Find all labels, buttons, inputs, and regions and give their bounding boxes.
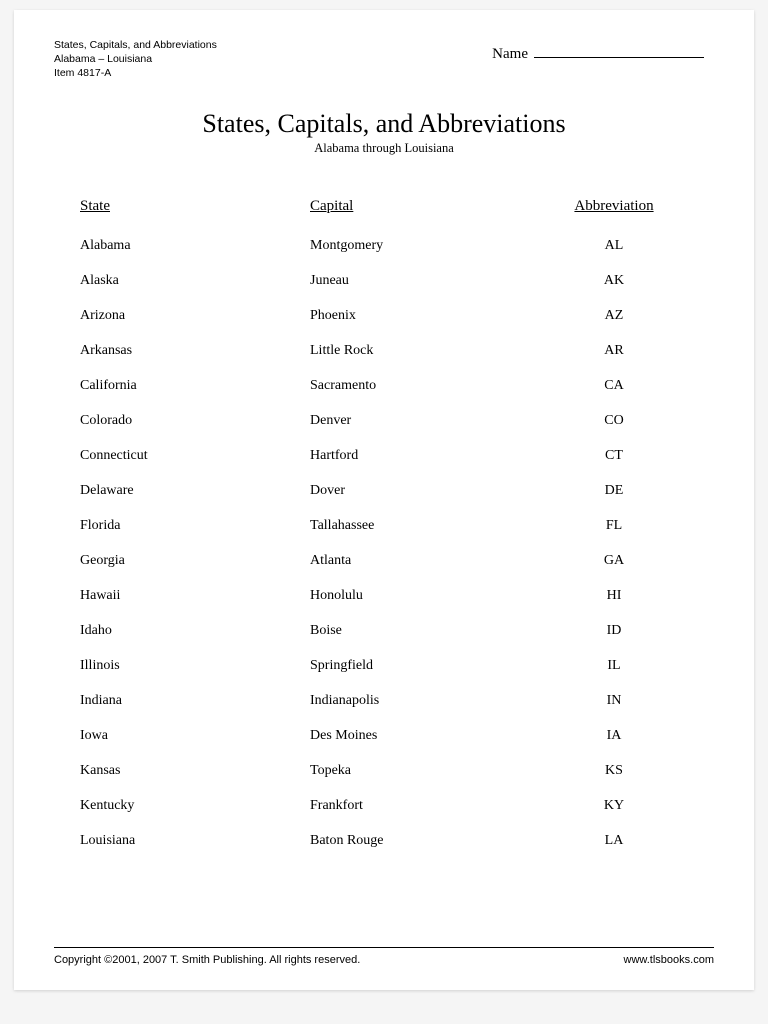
meta-range: Alabama – Louisiana — [54, 52, 217, 66]
cell-state: Illinois — [80, 658, 310, 674]
table-row: ArizonaPhoenixAZ — [80, 299, 688, 334]
table-row: ArkansasLittle RockAR — [80, 334, 688, 369]
cell-abbr: IN — [540, 693, 688, 709]
cell-abbr: CA — [540, 378, 688, 394]
table-row: DelawareDoverDE — [80, 474, 688, 509]
table-row: ColoradoDenverCO — [80, 404, 688, 439]
table-body: AlabamaMontgomeryALAlaskaJuneauAKArizona… — [80, 229, 688, 859]
cell-abbr: DE — [540, 483, 688, 499]
cell-abbr: IA — [540, 728, 688, 744]
header-row: States, Capitals, and Abbreviations Alab… — [54, 38, 714, 81]
cell-capital: Tallahassee — [310, 518, 540, 534]
cell-capital: Montgomery — [310, 238, 540, 254]
cell-abbr: FL — [540, 518, 688, 534]
page-subtitle: Alabama through Louisiana — [54, 141, 714, 156]
table-row: IdahoBoiseID — [80, 614, 688, 649]
cell-state: California — [80, 378, 310, 394]
table-row: IndianaIndianapolisIN — [80, 684, 688, 719]
states-table: State Capital Abbreviation AlabamaMontgo… — [80, 198, 688, 859]
cell-capital: Honolulu — [310, 588, 540, 604]
table-row: CaliforniaSacramentoCA — [80, 369, 688, 404]
title-block: States, Capitals, and Abbreviations Alab… — [54, 109, 714, 156]
cell-capital: Des Moines — [310, 728, 540, 744]
cell-state: Kentucky — [80, 798, 310, 814]
cell-capital: Phoenix — [310, 308, 540, 324]
page-title: States, Capitals, and Abbreviations — [54, 109, 714, 139]
cell-state: Alaska — [80, 273, 310, 289]
cell-capital: Little Rock — [310, 343, 540, 359]
cell-state: Alabama — [80, 238, 310, 254]
cell-capital: Sacramento — [310, 378, 540, 394]
cell-state: Georgia — [80, 553, 310, 569]
cell-state: Iowa — [80, 728, 310, 744]
col-header-state: State — [80, 198, 310, 215]
cell-state: Colorado — [80, 413, 310, 429]
cell-capital: Baton Rouge — [310, 833, 540, 849]
table-row: KansasTopekaKS — [80, 754, 688, 789]
name-label: Name — [492, 46, 528, 63]
cell-state: Arizona — [80, 308, 310, 324]
meta-item: Item 4817-A — [54, 66, 217, 80]
cell-abbr: CO — [540, 413, 688, 429]
cell-capital: Juneau — [310, 273, 540, 289]
cell-abbr: GA — [540, 553, 688, 569]
cell-capital: Springfield — [310, 658, 540, 674]
name-blank-line[interactable] — [534, 44, 704, 58]
footer: Copyright ©2001, 2007 T. Smith Publishin… — [54, 947, 714, 966]
table-row: FloridaTallahasseeFL — [80, 509, 688, 544]
name-field: Name — [492, 38, 714, 63]
cell-state: Indiana — [80, 693, 310, 709]
col-header-capital: Capital — [310, 198, 540, 215]
cell-abbr: KY — [540, 798, 688, 814]
table-row: HawaiiHonoluluHI — [80, 579, 688, 614]
table-row: IllinoisSpringfieldIL — [80, 649, 688, 684]
cell-capital: Indianapolis — [310, 693, 540, 709]
cell-abbr: AZ — [540, 308, 688, 324]
copyright-text: Copyright ©2001, 2007 T. Smith Publishin… — [54, 954, 360, 966]
table-header: State Capital Abbreviation — [80, 198, 688, 215]
cell-state: Delaware — [80, 483, 310, 499]
cell-abbr: CT — [540, 448, 688, 464]
col-header-abbr: Abbreviation — [540, 198, 688, 215]
cell-state: Arkansas — [80, 343, 310, 359]
cell-abbr: KS — [540, 763, 688, 779]
doc-meta: States, Capitals, and Abbreviations Alab… — [54, 38, 217, 81]
cell-state: Connecticut — [80, 448, 310, 464]
table-row: ConnecticutHartfordCT — [80, 439, 688, 474]
table-row: LouisianaBaton RougeLA — [80, 824, 688, 859]
table-row: AlaskaJuneauAK — [80, 264, 688, 299]
cell-state: Hawaii — [80, 588, 310, 604]
table-row: AlabamaMontgomeryAL — [80, 229, 688, 264]
table-row: GeorgiaAtlantaGA — [80, 544, 688, 579]
cell-state: Louisiana — [80, 833, 310, 849]
meta-title: States, Capitals, and Abbreviations — [54, 38, 217, 52]
cell-capital: Dover — [310, 483, 540, 499]
cell-state: Florida — [80, 518, 310, 534]
cell-abbr: HI — [540, 588, 688, 604]
cell-capital: Frankfort — [310, 798, 540, 814]
cell-abbr: IL — [540, 658, 688, 674]
cell-state: Idaho — [80, 623, 310, 639]
cell-abbr: AK — [540, 273, 688, 289]
cell-capital: Hartford — [310, 448, 540, 464]
source-url: www.tlsbooks.com — [624, 954, 714, 966]
table-row: KentuckyFrankfortKY — [80, 789, 688, 824]
worksheet-page: States, Capitals, and Abbreviations Alab… — [14, 10, 754, 990]
table-row: IowaDes MoinesIA — [80, 719, 688, 754]
cell-abbr: LA — [540, 833, 688, 849]
cell-capital: Topeka — [310, 763, 540, 779]
cell-capital: Atlanta — [310, 553, 540, 569]
cell-abbr: AR — [540, 343, 688, 359]
cell-abbr: AL — [540, 238, 688, 254]
cell-abbr: ID — [540, 623, 688, 639]
cell-capital: Denver — [310, 413, 540, 429]
cell-capital: Boise — [310, 623, 540, 639]
cell-state: Kansas — [80, 763, 310, 779]
